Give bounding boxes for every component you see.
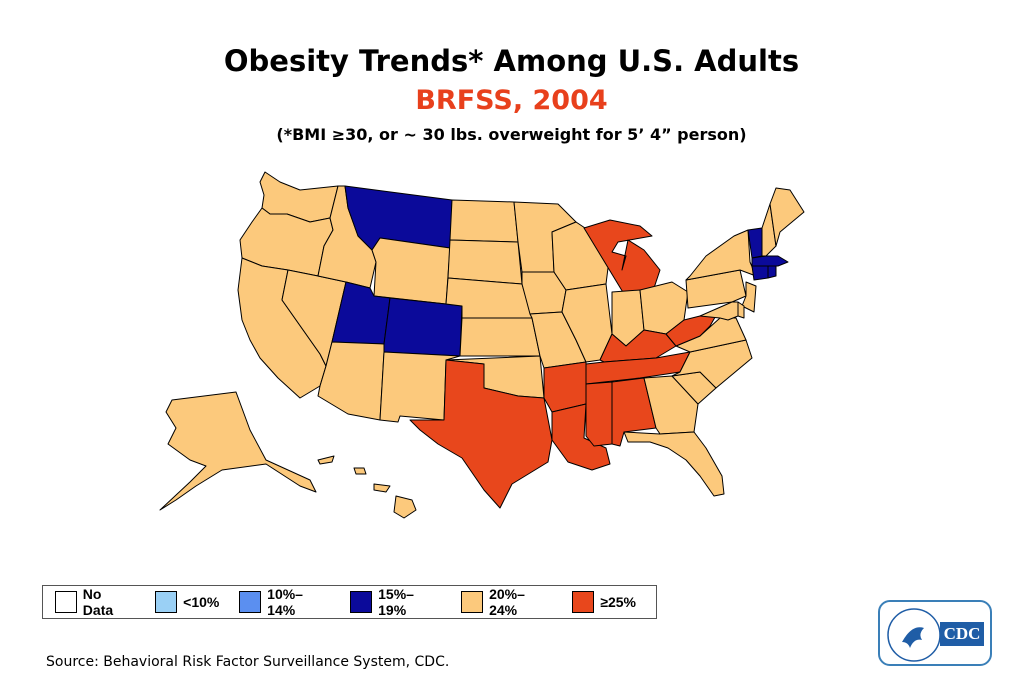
state-KS	[459, 317, 541, 357]
state-NJ	[741, 281, 757, 313]
legend-swatch	[572, 591, 595, 613]
bmi-note: (*BMI ≥30, or ~ 30 lbs. overweight for 5…	[276, 125, 747, 144]
state-HI-4	[317, 455, 335, 465]
state-HI-1	[393, 495, 417, 519]
state-WV	[665, 311, 719, 347]
state-NY	[685, 229, 757, 281]
state-ME	[769, 187, 805, 247]
state-CO	[383, 297, 463, 357]
state-SD	[447, 239, 523, 285]
state-VT	[747, 227, 763, 259]
legend-item: 15%–19%	[350, 586, 441, 618]
legend-swatch	[350, 591, 373, 613]
state-MA	[751, 255, 789, 267]
legend-swatch	[55, 591, 77, 613]
state-HI-3	[353, 467, 367, 475]
legend-item: No Data	[55, 586, 135, 618]
legend-item: <10%	[155, 591, 219, 613]
map-legend: No Data <10% 10%–14% 15%–19% 20%–24% ≥25%	[42, 585, 657, 619]
legend-label: 15%–19%	[378, 586, 414, 618]
state-ND	[449, 199, 519, 243]
state-MI	[583, 219, 661, 295]
state-MS	[585, 381, 613, 447]
state-FL	[623, 431, 725, 497]
map-title: Obesity Trends* Among U.S. Adults	[223, 44, 800, 78]
cdc-logo: CDC	[878, 600, 992, 666]
legend-label: No Data	[82, 586, 114, 618]
legend-label: ≥25%	[600, 594, 636, 610]
legend-label: 10%–14%	[267, 586, 303, 618]
state-LA	[551, 403, 611, 471]
legend-swatch	[461, 591, 484, 613]
state-TX	[409, 359, 553, 509]
legend-item: ≥25%	[572, 591, 636, 613]
legend-label: 20%–24%	[489, 586, 525, 618]
hhs-eagle-icon	[887, 608, 941, 662]
legend-swatch	[239, 591, 262, 613]
map-subtitle: BRFSS, 2004	[415, 85, 608, 116]
state-NH	[761, 203, 777, 257]
state-NM	[379, 351, 461, 423]
cdc-logo-text: CDC	[940, 622, 984, 646]
state-AR	[543, 361, 587, 413]
state-HI-2	[373, 483, 391, 493]
state-AK	[159, 391, 317, 511]
state-MD	[699, 301, 739, 321]
state-AZ	[317, 341, 385, 421]
legend-label: <10%	[183, 594, 220, 610]
legend-item: 20%–24%	[461, 586, 552, 618]
state-RI	[767, 265, 777, 279]
legend-item: 10%–14%	[239, 586, 330, 618]
legend-swatch	[155, 591, 178, 613]
state-IL	[561, 283, 613, 363]
source-note: Source: Behavioral Risk Factor Surveilla…	[46, 654, 450, 670]
state-CT	[751, 265, 769, 281]
state-WY	[371, 237, 451, 305]
